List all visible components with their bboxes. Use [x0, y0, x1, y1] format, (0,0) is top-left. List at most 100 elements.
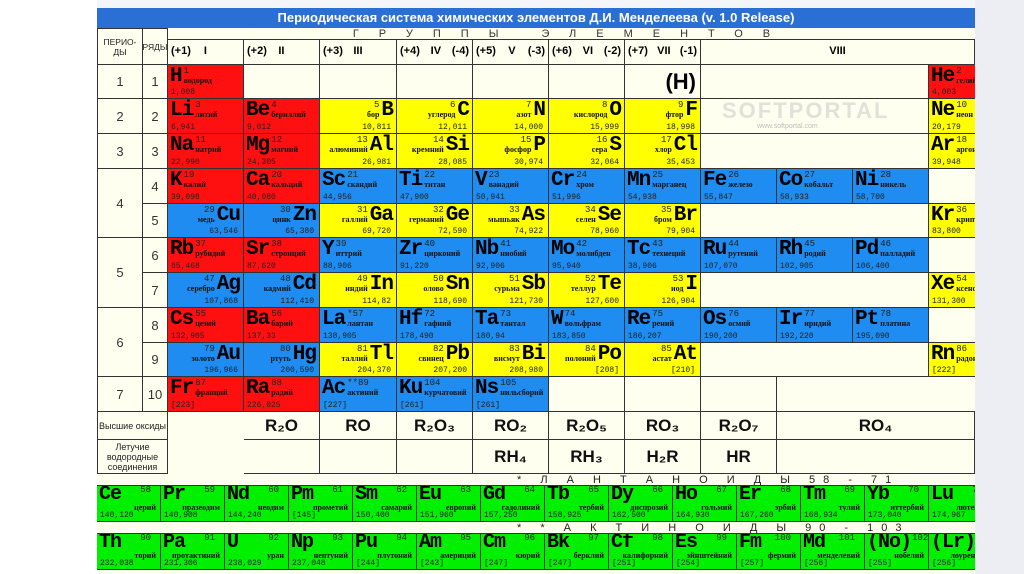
element-cell-pd[interactable]: Pd 46 палладий 106,400	[853, 238, 929, 273]
element-cell-ns[interactable]: Ns 105 нильсборий [261]	[473, 377, 549, 412]
element-cell-sb[interactable]: 51 сурьма Sb 121,730	[473, 273, 549, 308]
element-cell-rh[interactable]: Rh 45 родий 102,905	[777, 238, 853, 273]
element-cell-b[interactable]: 5 бор B 10,811	[320, 99, 397, 134]
element-cell-bk[interactable]: Bk 97 берклий [247]	[545, 534, 609, 570]
element-cell-ag[interactable]: 47 серебро Ag 107,868	[168, 273, 244, 308]
element-cell-sc[interactable]: Sc 21 скандий 44,956	[320, 169, 397, 204]
element-cell-p[interactable]: 15 фосфор P 30,974	[473, 134, 549, 169]
element-cell-at[interactable]: 85 астат At [210]	[625, 343, 701, 377]
element-cell-as[interactable]: 33 мышьяк As 74,922	[473, 204, 549, 238]
element-cell-n[interactable]: 7 азот N 14,000	[473, 99, 549, 134]
element-cell-o[interactable]: 8 кислород O 15,999	[549, 99, 625, 134]
element-cell-yb[interactable]: Yb 70 иттербий 173,040	[865, 486, 929, 522]
element-cell-v[interactable]: V 23 ванадий 50,941	[473, 169, 549, 204]
element-cell-mo[interactable]: Mo 42 молибден 95,940	[549, 238, 625, 273]
element-cell-lu[interactable]: Lu 71 лютеций174,967	[929, 486, 975, 522]
element-cell-c[interactable]: 6 углерод C 12,011	[397, 99, 473, 134]
element-cell-be[interactable]: Be 4 бериллий 9,012	[244, 99, 320, 134]
element-cell-ku[interactable]: Ku 104 курчатовий [261]	[397, 377, 473, 412]
element-cell-ho[interactable]: Ho 67 гольмий 164,930	[673, 486, 737, 522]
element-cell-ga[interactable]: 31 галлий Ga 69,720	[320, 204, 397, 238]
element-cell-ra[interactable]: Ra 88 радий 226,025	[244, 377, 320, 412]
element-cell-cr[interactable]: Cr 24 хром 51,996	[549, 169, 625, 204]
element-cell-ne[interactable]: Ne 10 неон 20,179	[929, 99, 975, 134]
element-cell-pu[interactable]: Pu 94 плутоний [244]	[353, 534, 417, 570]
element-cell-i[interactable]: 53 иод I 126,904	[625, 273, 701, 308]
element-cell-cl[interactable]: 17 хлор Cl 35,453	[625, 134, 701, 169]
element-cell-w[interactable]: W 74 вольфрам 183,850	[549, 308, 625, 343]
element-cell-pm[interactable]: Pm 61 прометий [145]	[289, 486, 353, 522]
element-cell-os[interactable]: Os 76 осмий 190,200	[701, 308, 777, 343]
element-cell-er[interactable]: Er 68 эрбий 167,260	[737, 486, 801, 522]
element-cell-ir[interactable]: Ir 77 иридий 192,220	[777, 308, 853, 343]
element-cell-sr[interactable]: Sr 38 стронций 87,620	[244, 238, 320, 273]
element-cell-hg[interactable]: 80 ртуть Hg 200,590	[244, 343, 320, 377]
element-cell-s[interactable]: 16 сера S 32,064	[549, 134, 625, 169]
element-cell-rb[interactable]: Rb 37 рубидий 85,468	[168, 238, 244, 273]
element-cell-ce[interactable]: Ce 58 церий 140,120	[97, 486, 161, 522]
element-cell-co[interactable]: Co 27 кобальт 58,933	[777, 169, 853, 204]
element-cell-mn[interactable]: Mn 25 марганец 54,938	[625, 169, 701, 204]
element-cell-no[interactable]: (No) 102 нобелий [255]	[865, 534, 929, 570]
element-cell-te[interactable]: 52 теллур Te 127,600	[549, 273, 625, 308]
element-cell-rn[interactable]: Rn86радон[222]	[929, 343, 975, 377]
element-cell-pr[interactable]: Pr 59 празеодим 140,908	[161, 486, 225, 522]
element-cell-u[interactable]: U 92 уран 238,029	[225, 534, 289, 570]
element-cell-ti[interactable]: Ti 22 титан 47,900	[397, 169, 473, 204]
element-cell-hf[interactable]: Hf 72 гафний 178,490	[397, 308, 473, 343]
element-cell-li[interactable]: Li 3 литий 6,941	[168, 99, 244, 134]
element-cell-cd[interactable]: 48 кадмий Cd 112,410	[244, 273, 320, 308]
element-cell-tb[interactable]: Tb 65 тербий 158,925	[545, 486, 609, 522]
element-cell-cf[interactable]: Cf 98 калифорний [251]	[609, 534, 673, 570]
element-cell-sm[interactable]: Sm 62 самарий 150,400	[353, 486, 417, 522]
element-cell-nb[interactable]: Nb 41 ниобий 92,906	[473, 238, 549, 273]
element-cell-md[interactable]: Md 101 менделевий [258]	[801, 534, 865, 570]
element-cell-pt[interactable]: Pt 78 платина 195,090	[853, 308, 929, 343]
element-cell-h[interactable]: H 1 водород 1,008	[168, 65, 244, 99]
element-cell-es[interactable]: Es 99 эйнштейний [254]	[673, 534, 737, 570]
element-cell-po[interactable]: 84 полоний Po [208]	[549, 343, 625, 377]
element-cell-cm[interactable]: Cm 96 кюрий [247]	[481, 534, 545, 570]
element-cell-kr[interactable]: Kr36криптон83,800	[929, 204, 975, 238]
element-cell-cs[interactable]: Cs 55 цезий 132,905	[168, 308, 244, 343]
element-cell-am[interactable]: Am 95 америций [243]	[417, 534, 481, 570]
element-cell-bi[interactable]: 83 висмут Bi 208,980	[473, 343, 549, 377]
element-cell-th[interactable]: Th 90 торий 232,038	[97, 534, 161, 570]
element-cell-tc[interactable]: Tc 43 технеций 38,906	[625, 238, 701, 273]
element-cell-ac[interactable]: Ac **89 актиний [227]	[320, 377, 397, 412]
element-cell-k[interactable]: K 19 калий 39,098	[168, 169, 244, 204]
element-cell-ar[interactable]: Ar 18 аргон 39,948	[929, 134, 975, 169]
element-cell-ta[interactable]: Ta 73 тантал 180,94	[473, 308, 549, 343]
element-cell-f[interactable]: 9 фтор F 18,998	[625, 99, 701, 134]
element-cell-in[interactable]: 49 индий In 114,82	[320, 273, 397, 308]
element-cell-zr[interactable]: Zr 40 цирконий 91,220	[397, 238, 473, 273]
element-cell-re[interactable]: Re 75 рений 186,207	[625, 308, 701, 343]
element-cell-zn[interactable]: 30 цинк Zn 65,380	[244, 204, 320, 238]
element-cell-fm[interactable]: Fm 100 фермий [257]	[737, 534, 801, 570]
element-cell-lr[interactable]: (Lr)103лоуренсий[256]	[929, 534, 975, 570]
element-cell-eu[interactable]: Eu 63 европий 151,960	[417, 486, 481, 522]
element-cell-tl[interactable]: 81 таллий Tl 204,370	[320, 343, 397, 377]
element-cell-he[interactable]: He 2 гелий 4,003	[929, 65, 975, 99]
element-cell-si[interactable]: 14 кремний Si 28,085	[397, 134, 473, 169]
element-cell-se[interactable]: 34 селен Se 78,960	[549, 204, 625, 238]
element-cell-nd[interactable]: Nd 60 неодим 144,240	[225, 486, 289, 522]
element-cell-cu[interactable]: 29 медь Cu 63,546	[168, 204, 244, 238]
element-cell-ge[interactable]: 32 германий Ge 72,590	[397, 204, 473, 238]
element-cell-ni[interactable]: Ni 28 никель 58,700	[853, 169, 929, 204]
element-cell-au[interactable]: 79 золото Au 196,966	[168, 343, 244, 377]
element-cell-al[interactable]: 13 алюминий Al 26,981	[320, 134, 397, 169]
element-cell-tm[interactable]: Tm 69 тулий 168,934	[801, 486, 865, 522]
element-cell-pa[interactable]: Pa 91 протактиний 231,306	[161, 534, 225, 570]
element-cell-mg[interactable]: Mg 12 магний 24,305	[244, 134, 320, 169]
element-cell-np[interactable]: Np 93 нептуний 237,048	[289, 534, 353, 570]
element-cell-br[interactable]: 35 бром Br 79,904	[625, 204, 701, 238]
element-cell-y[interactable]: Y 39 иттрий 88,906	[320, 238, 397, 273]
element-cell-la[interactable]: La *57 лантан 138,905	[320, 308, 397, 343]
element-cell-sn[interactable]: 50 олово Sn 118,690	[397, 273, 473, 308]
element-cell-pb[interactable]: 82 свинец Pb 207,200	[397, 343, 473, 377]
element-cell-dy[interactable]: Dy 66 диспрозий 162,500	[609, 486, 673, 522]
element-cell-gd[interactable]: Gd 64 гадолиний 157,250	[481, 486, 545, 522]
element-cell-na[interactable]: Na 11 натрий 22,990	[168, 134, 244, 169]
element-cell-ru[interactable]: Ru 44 рутений 107,070	[701, 238, 777, 273]
